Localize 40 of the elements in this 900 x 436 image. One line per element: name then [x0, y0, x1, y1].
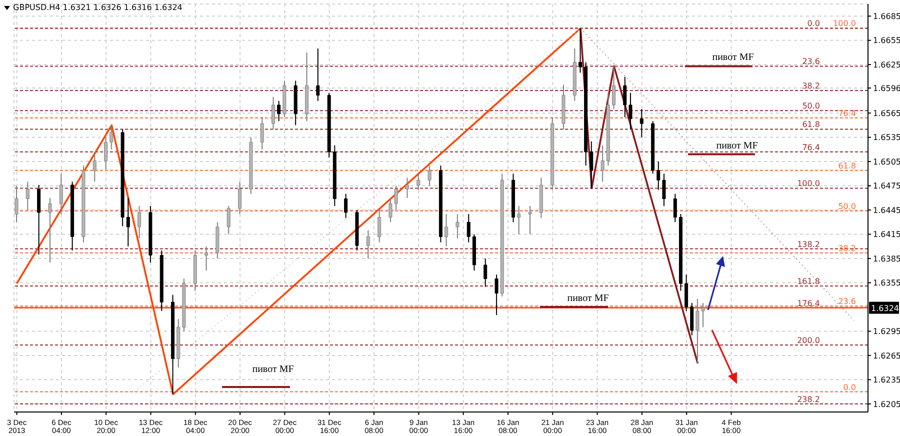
annotation: 23.6	[802, 57, 820, 66]
y-tick-label: 1.6655	[873, 36, 900, 46]
annotation: 0.0	[843, 382, 856, 392]
y-tick-label: 1.6535	[873, 133, 900, 142]
annotation: 100.0	[797, 179, 820, 188]
annotation: 76.4	[802, 142, 820, 152]
y-tick-label: 1.6235	[873, 376, 900, 385]
y-tick-label: 1.6505	[873, 157, 900, 166]
annotation: пивот MF	[716, 140, 758, 152]
annotation: 0.0	[807, 19, 820, 28]
annotation: пивот MF	[567, 292, 610, 304]
y-tick-label: 1.6625	[873, 60, 900, 70]
y-tick-label: 1.6445	[873, 206, 900, 215]
annotation: 38.2	[802, 81, 820, 90]
y-tick-label: 1.6685	[873, 12, 900, 21]
ref-line-label: 1.6324	[871, 304, 899, 313]
annotation: пивот MF	[712, 52, 754, 64]
annotation: 76.4	[838, 108, 856, 118]
annotation: 61.8	[802, 120, 820, 130]
y-tick-label: 1.6385	[873, 254, 900, 264]
annotation: 50.0	[802, 102, 820, 111]
annotation: 200.0	[797, 336, 820, 345]
annotation: пивот MF	[252, 364, 294, 375]
y-tick-label: 1.6265	[873, 351, 900, 360]
y-tick-label: 1.6415	[873, 230, 900, 240]
y-tick-label: 1.6475	[873, 182, 900, 191]
y-tick-label: 1.6355	[873, 278, 900, 288]
y-tick-label: 1.6295	[873, 327, 900, 336]
annotation: 50.0	[838, 202, 856, 211]
y-tick-label: 1.6565	[873, 108, 900, 118]
chart-title: GBPUSD.H4 1.6321 1.6326 1.6316 1.6324	[13, 3, 182, 12]
y-tick-label: 1.6205	[873, 400, 900, 409]
annotation: 23.6	[838, 297, 856, 306]
annotation: 61.8	[838, 161, 856, 170]
annotation: 238.2	[797, 394, 820, 404]
annotation: 100.0	[833, 19, 856, 28]
annotation: 138.2	[797, 240, 820, 249]
annotation: 176.4	[797, 298, 820, 308]
annotation: 161.8	[797, 276, 820, 286]
annotation: 38.2	[838, 244, 856, 253]
